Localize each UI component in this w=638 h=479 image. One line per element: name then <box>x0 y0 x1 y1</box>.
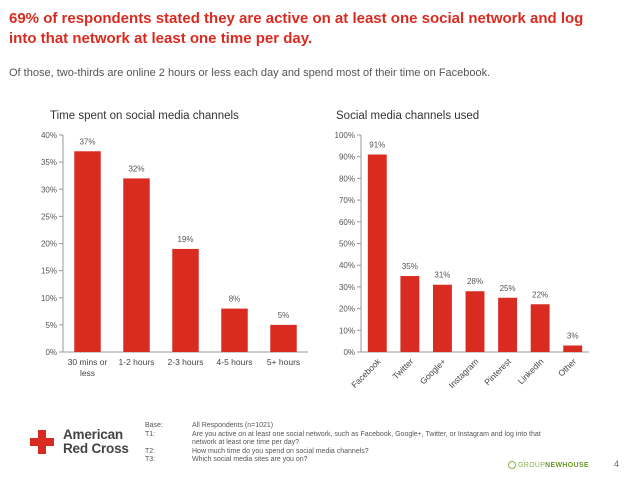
note-row: Base: All Respondents (n=1021) <box>145 422 565 431</box>
bar <box>465 291 485 352</box>
data-label: 19% <box>177 235 193 244</box>
data-label: 31% <box>434 271 450 280</box>
survey-notes: Base: All Respondents (n=1021) T1: Are y… <box>145 422 565 465</box>
bar <box>367 154 387 352</box>
note-value: Are you active on at least one social ne… <box>192 430 541 447</box>
y-tick-label: 100% <box>335 131 355 140</box>
y-tick-label: 40% <box>41 131 57 140</box>
data-label: 25% <box>500 284 516 293</box>
bar <box>432 284 452 352</box>
y-tick-label: 20% <box>41 240 57 249</box>
note-key: T2: <box>145 447 156 455</box>
bar <box>400 276 420 352</box>
red-cross-icon <box>30 430 54 454</box>
logo-wordmark: American Red Cross <box>63 428 129 456</box>
data-label: 28% <box>467 277 483 286</box>
chart-title-channels-used: Social media channels used <box>336 110 480 122</box>
category-label: 30 mins or less <box>68 357 108 378</box>
y-tick-label: 25% <box>41 212 57 221</box>
note-row: T1: Are you active on at least one socia… <box>145 431 565 448</box>
data-label: 22% <box>532 290 548 299</box>
y-tick-label: 0% <box>45 348 57 357</box>
y-tick-label: 10% <box>339 326 355 335</box>
category-label: Google+ <box>418 356 448 386</box>
y-tick-label: 50% <box>339 240 355 249</box>
y-tick-label: 30% <box>41 185 57 194</box>
category-label-line: 4-5 hours <box>217 357 253 367</box>
data-label: 35% <box>402 262 418 271</box>
brand-circle-icon <box>508 461 516 469</box>
bar <box>498 297 518 352</box>
data-label: 5% <box>278 311 290 320</box>
data-label: 3% <box>567 331 579 340</box>
y-tick-label: 5% <box>45 321 57 330</box>
category-label: Instagram <box>447 356 481 390</box>
y-tick-label: 90% <box>339 153 355 162</box>
data-label: 91% <box>369 141 385 150</box>
category-label-line: 2-3 hours <box>168 357 204 367</box>
y-tick-label: 60% <box>339 218 355 227</box>
note-value: All Respondents (n=1021) <box>192 422 274 429</box>
bar <box>123 178 150 352</box>
y-tick-label: 20% <box>339 305 355 314</box>
category-label: 5+ hours <box>267 357 300 367</box>
bar <box>563 345 583 352</box>
note-row: T2: How much time do you spend on social… <box>145 448 565 457</box>
chart-title-time-spent: Time spent on social media channels <box>50 110 239 122</box>
category-label: Other <box>556 356 578 378</box>
y-tick-label: 70% <box>339 196 355 205</box>
y-tick-label: 80% <box>339 174 355 183</box>
data-label: 8% <box>229 295 241 304</box>
bar <box>221 308 248 352</box>
note-key: Base: <box>145 422 163 429</box>
time-spent-bar-chart: 0% 5% 10% 15% 20% 25% 30% 35% 40% 37% 30 mins or le… <box>41 131 308 378</box>
y-tick-label: 30% <box>339 283 355 292</box>
bar <box>530 304 550 352</box>
category-label: LinkedIn <box>516 356 546 386</box>
category-label: 2-3 hours <box>168 357 204 367</box>
agency-brand: GROUPNEWHOUSE <box>508 461 589 469</box>
category-label-line: 30 mins or <box>68 357 108 367</box>
category-label: Twitter <box>391 356 416 381</box>
y-tick-label: 10% <box>41 294 57 303</box>
bar <box>270 324 297 352</box>
y-tick-label: 35% <box>41 158 57 167</box>
category-label: 1-2 hours <box>119 357 155 367</box>
headline: 69% of respondents stated they are activ… <box>9 10 584 47</box>
note-value: Which social media sites are you on? <box>192 456 308 463</box>
brand-suffix: NEWHOUSE <box>545 461 589 469</box>
page-number: 4 <box>614 459 620 469</box>
bar <box>74 151 101 352</box>
y-tick-label: 15% <box>41 267 57 276</box>
red-cross-logo: American Red Cross <box>30 428 140 458</box>
note-row: T3: Which social media sites are you on? <box>145 456 565 465</box>
note-key: T3: <box>145 456 156 463</box>
data-label: 37% <box>79 137 95 146</box>
note-key: T1: <box>145 430 156 438</box>
subheadline: Of those, two-thirds are online 2 hours … <box>9 67 491 79</box>
category-label: 4-5 hours <box>217 357 253 367</box>
category-label: Pinterest <box>482 356 513 387</box>
channels-used-bar-chart: 0% 10% 20% 30% 40% 50% 60% 70% 80% 90% 100% 91% Face… <box>335 131 589 390</box>
category-label-line: 1-2 hours <box>119 357 155 367</box>
logo-line-1: American <box>63 427 123 442</box>
category-label-line: less <box>80 368 95 378</box>
brand-prefix: GROUP <box>518 461 546 469</box>
logo-line-2: Red Cross <box>63 441 129 456</box>
note-value: How much time do you spend on social med… <box>192 447 369 455</box>
category-label-line: 5+ hours <box>267 357 300 367</box>
category-label: Facebook <box>349 356 383 390</box>
bar <box>172 248 199 352</box>
data-label: 32% <box>128 164 144 173</box>
y-tick-label: 40% <box>339 261 355 270</box>
y-tick-label: 0% <box>343 348 355 357</box>
